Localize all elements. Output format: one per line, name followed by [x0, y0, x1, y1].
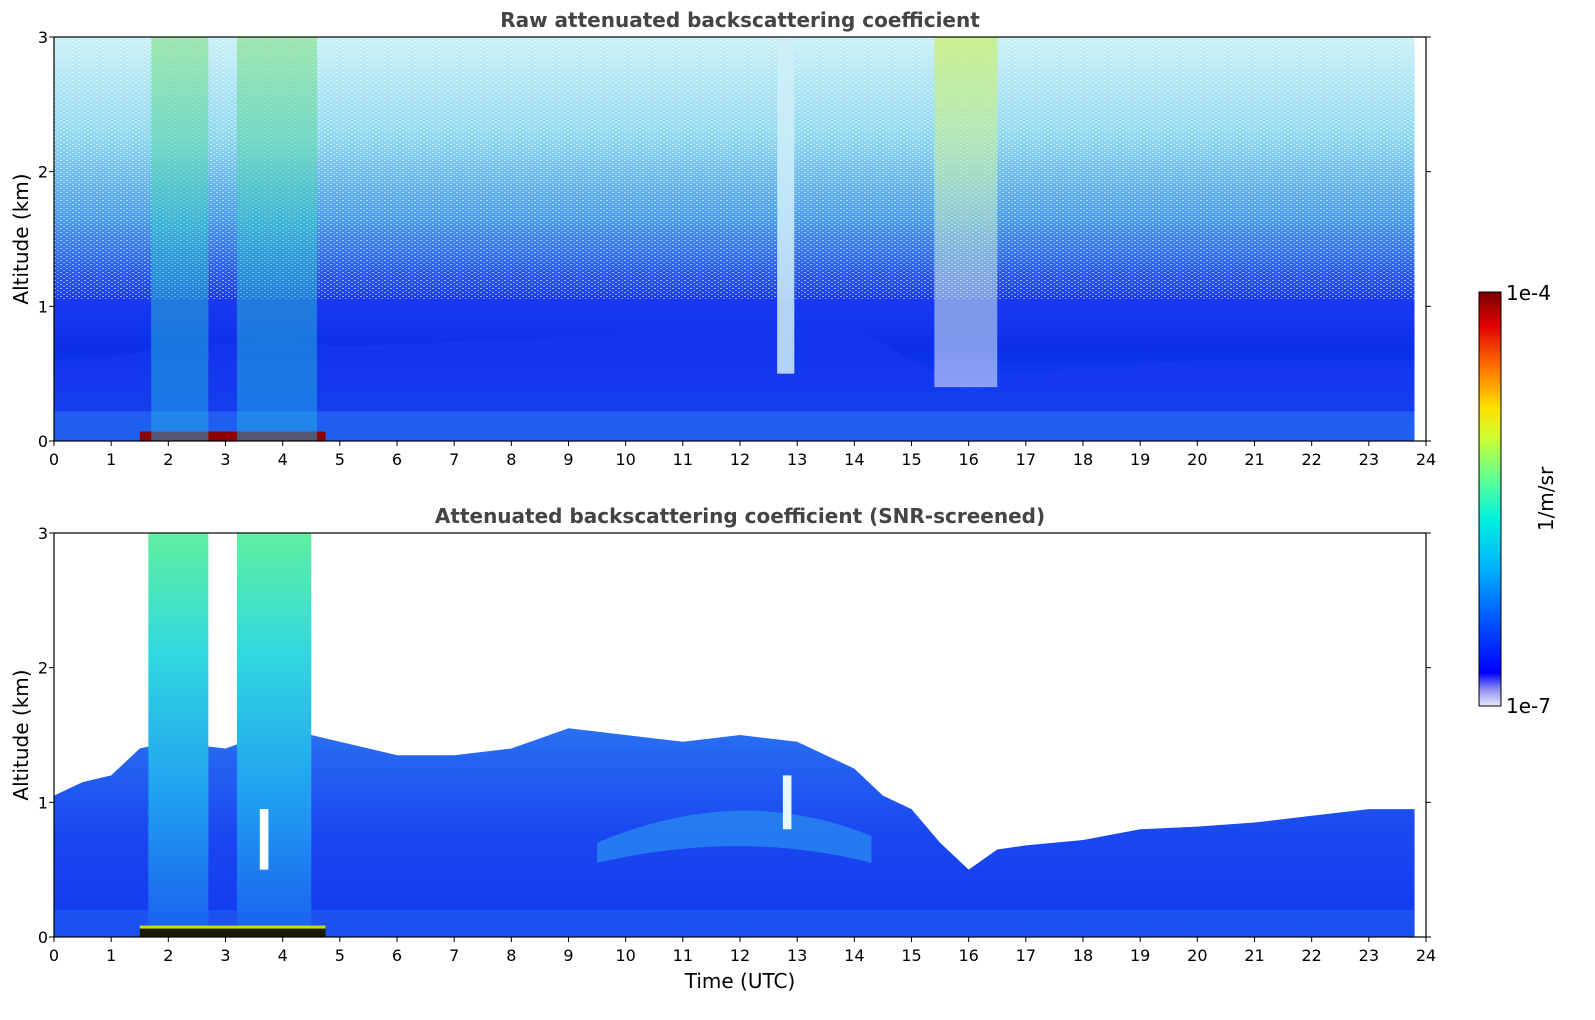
raw-no-data [1414, 37, 1426, 441]
x-tick-label: 0 [49, 450, 59, 469]
raw-backscatter-panel: Raw attenuated backscattering coefficien… [9, 8, 1436, 469]
colorbar-gradient [1478, 291, 1502, 707]
x-tick-label: 10 [615, 450, 635, 469]
x-tick-label: 22 [1301, 450, 1321, 469]
x-tick-label: 13 [787, 946, 807, 965]
x-tick-label: 3 [220, 450, 230, 469]
x-tick-label: 19 [1130, 450, 1150, 469]
raw-plume-A [151, 37, 209, 441]
x-tick-label: 7 [449, 946, 459, 965]
colorbar-min-label: 1e-7 [1506, 694, 1551, 718]
raw-streak [777, 37, 795, 374]
x-tick-label: 1 [106, 946, 116, 965]
y-tick-label: 2 [38, 163, 48, 182]
x-tick-label: 17 [1016, 450, 1036, 469]
x-tick-label: 15 [901, 450, 921, 469]
y-tick-label: 2 [38, 659, 48, 678]
y-tick-label: 3 [38, 28, 48, 47]
x-tick-label: 2 [163, 946, 173, 965]
panel2-ylabel: Altitude (km) [9, 669, 33, 800]
x-tick-label: 14 [844, 946, 864, 965]
colorbar: 1e-4 1e-7 1/m/sr [1478, 281, 1558, 718]
x-tick-label: 5 [335, 450, 345, 469]
x-tick-label: 23 [1359, 450, 1379, 469]
x-tick-label: 6 [392, 946, 402, 965]
panel2-xlabel: Time (UTC) [684, 969, 796, 993]
x-tick-label: 13 [787, 450, 807, 469]
panel2-title: Attenuated backscattering coefficient (S… [435, 504, 1045, 528]
panel1-plot-area [54, 37, 1426, 441]
x-tick-label: 1 [106, 450, 116, 469]
screened-surface-return [139, 927, 326, 937]
x-tick-label: 5 [335, 946, 345, 965]
x-tick-label: 3 [220, 946, 230, 965]
raw-plume-C [934, 37, 998, 388]
screened-backscatter-panel: Attenuated backscattering coefficient (S… [9, 504, 1436, 993]
screened-gap [259, 809, 269, 870]
x-tick-label: 16 [958, 946, 978, 965]
x-tick-label: 11 [673, 450, 693, 469]
x-tick-label: 17 [1016, 946, 1036, 965]
panel1-ylabel: Altitude (km) [9, 173, 33, 304]
screened-plume-1 [148, 533, 209, 937]
panel2-plot-area [54, 533, 1415, 937]
x-tick-label: 19 [1130, 946, 1150, 965]
x-tick-label: 4 [278, 946, 288, 965]
x-tick-label: 18 [1073, 946, 1093, 965]
y-tick-label: 0 [38, 432, 48, 451]
y-tick-label: 1 [38, 793, 48, 812]
x-tick-label: 15 [901, 946, 921, 965]
x-tick-label: 7 [449, 450, 459, 469]
screened-streak [782, 775, 792, 830]
x-tick-label: 12 [730, 946, 750, 965]
x-tick-label: 16 [958, 450, 978, 469]
x-tick-label: 9 [563, 946, 573, 965]
x-tick-label: 24 [1416, 450, 1436, 469]
x-tick-label: 2 [163, 450, 173, 469]
x-tick-label: 21 [1244, 946, 1264, 965]
y-tick-label: 3 [38, 524, 48, 543]
x-tick-label: 8 [506, 450, 516, 469]
x-tick-label: 4 [278, 450, 288, 469]
raw-surface-strong-return [139, 431, 326, 441]
x-tick-label: 9 [563, 450, 573, 469]
x-tick-label: 11 [673, 946, 693, 965]
x-tick-label: 20 [1187, 946, 1207, 965]
x-tick-label: 20 [1187, 450, 1207, 469]
x-tick-label: 22 [1301, 946, 1321, 965]
colorbar-unit-label: 1/m/sr [1534, 466, 1558, 531]
x-tick-label: 24 [1416, 946, 1436, 965]
x-tick-label: 18 [1073, 450, 1093, 469]
x-tick-label: 23 [1359, 946, 1379, 965]
x-tick-label: 14 [844, 450, 864, 469]
x-tick-label: 0 [49, 946, 59, 965]
colorbar-max-label: 1e-4 [1506, 281, 1551, 305]
y-tick-label: 1 [38, 297, 48, 316]
x-tick-label: 21 [1244, 450, 1264, 469]
x-tick-label: 6 [392, 450, 402, 469]
screened-surface-return-edge [139, 925, 326, 929]
screened-aerosol-band [597, 810, 872, 863]
screened-plume-2 [236, 533, 312, 937]
x-tick-label: 8 [506, 946, 516, 965]
panel1-title: Raw attenuated backscattering coefficien… [500, 8, 980, 32]
raw-plume-B [236, 37, 317, 441]
y-tick-label: 0 [38, 928, 48, 947]
x-tick-label: 10 [615, 946, 635, 965]
x-tick-label: 12 [730, 450, 750, 469]
